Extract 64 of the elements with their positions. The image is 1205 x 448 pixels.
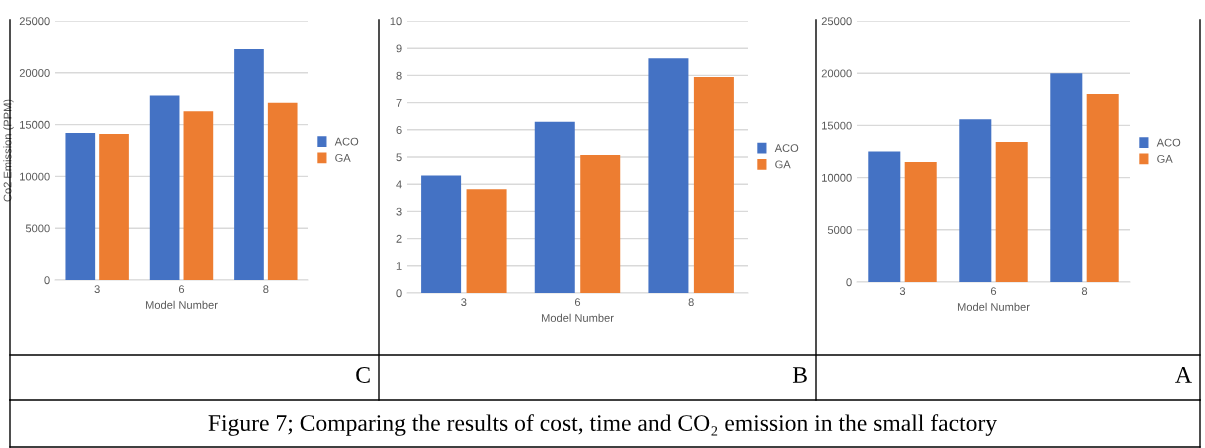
x-tick-label: 3 (461, 298, 467, 307)
x-tick-label: 8 (1081, 287, 1088, 296)
y-tick-label: 5000 (25, 224, 50, 233)
y-tick-label: 25000 (821, 17, 852, 26)
bar (421, 175, 462, 293)
y-tick-label: 5000 (827, 226, 852, 234)
text: A (1175, 367, 1192, 383)
y-tick-label: 4 (396, 180, 402, 189)
text: B (792, 367, 807, 383)
y-tick-label: 6 (396, 126, 402, 134)
bar (868, 151, 901, 282)
legend-label: GA (775, 160, 791, 169)
legend-label: GA (335, 153, 351, 162)
y-tick-label: 0 (846, 278, 852, 287)
bar (1086, 94, 1119, 282)
x-tick-label: 6 (990, 287, 997, 296)
x-axis-title: Model Number (957, 302, 1030, 311)
bar (534, 121, 575, 293)
x-tick-label: 6 (574, 298, 581, 307)
bar (234, 48, 264, 280)
caption: Figure 7; Comparing the results of cost, time and CO₂ emission in the small factory (208, 414, 998, 436)
x-tick-label: 8 (263, 285, 269, 294)
y-tick-label: 5 (396, 153, 402, 162)
bar (149, 95, 180, 280)
x-tick-label: 6 (178, 285, 185, 294)
y-tick-label: 9 (396, 44, 402, 53)
bar (693, 77, 734, 293)
y-axis-title: Co2 Emission (PPM) (3, 99, 14, 202)
y-tick-label: 8 (396, 71, 402, 80)
x-axis-title: Model Number (145, 300, 218, 309)
y-tick-label: 7 (396, 98, 402, 107)
y-tick-label: 10 (390, 17, 402, 26)
bar (183, 111, 214, 280)
y-tick-label: 2 (396, 234, 402, 243)
x-tick-label: 8 (688, 298, 694, 307)
bar (648, 58, 689, 293)
bar (580, 155, 621, 293)
y-tick-label: 20000 (821, 69, 852, 78)
bar (959, 119, 992, 282)
bar (995, 142, 1028, 282)
y-tick-label: 10000 (20, 172, 50, 181)
y-tick-label: 0 (44, 276, 50, 285)
bar (466, 189, 507, 293)
y-tick-label: 25000 (19, 17, 50, 26)
y-tick-label: 15000 (822, 121, 852, 130)
y-tick-label: 10000 (822, 173, 852, 182)
y-tick-label: 0 (396, 289, 402, 298)
legend-label: ACO (774, 144, 799, 153)
legend-label: ACO (1156, 138, 1181, 147)
y-tick-label: 15000 (20, 120, 50, 129)
x-axis-title: Model Number (541, 313, 614, 322)
bar (1050, 73, 1083, 282)
bar (904, 161, 937, 282)
y-tick-label: 20000 (19, 69, 50, 77)
x-tick-label: 3 (94, 285, 100, 294)
legend-label: ACO (334, 137, 359, 146)
bar (99, 133, 129, 280)
bar (267, 102, 298, 280)
text: C (356, 367, 370, 383)
legend-label: GA (1157, 154, 1173, 163)
bar (65, 132, 96, 280)
x-tick-label: 3 (899, 287, 906, 296)
y-tick-label: 3 (396, 207, 402, 216)
y-tick-label: 1 (396, 262, 402, 270)
